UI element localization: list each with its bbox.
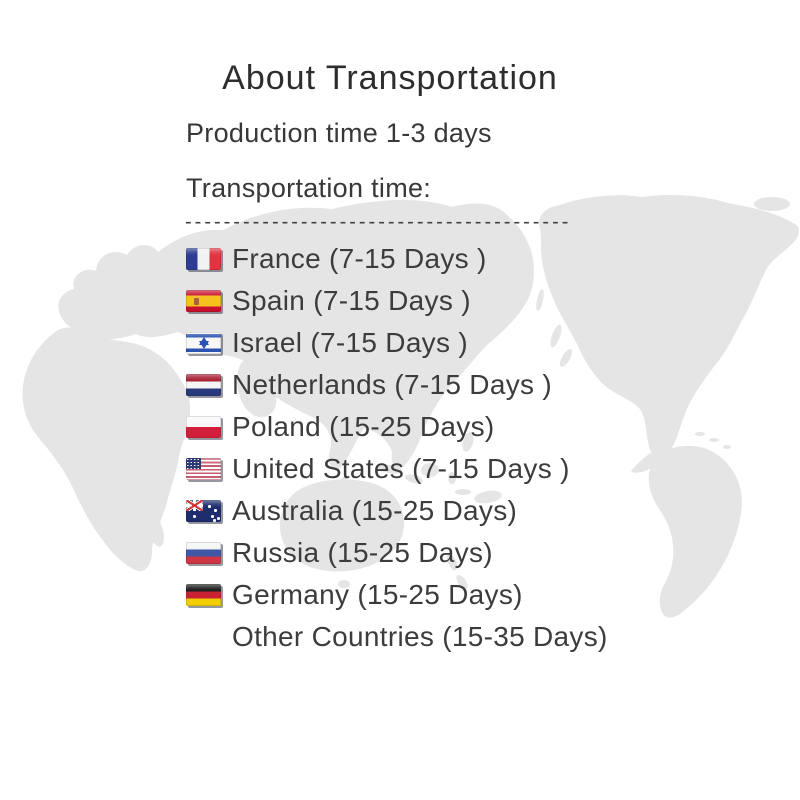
list-item-netherlands: Netherlands (7-15 Days ) [185, 364, 745, 406]
list-item-other-countries: Other Countries (15-35 Days) [185, 616, 745, 658]
spain-flag-icon [186, 290, 221, 312]
list-item-russia: Russia (15-25 Days) [185, 532, 745, 574]
list-item-spain: Spain (7-15 Days ) [185, 280, 745, 322]
country-label: Spain (7-15 Days ) [232, 285, 471, 316]
list-item-israel: Israel (7-15 Days ) [185, 322, 745, 364]
russia-flag-icon [186, 542, 221, 564]
country-shipping-list: France (7-15 Days ) Spain (7-15 Days ) I… [185, 238, 745, 658]
israel-flag-icon [186, 332, 221, 354]
country-label: Netherlands (7-15 Days ) [232, 369, 552, 400]
country-label: United States (7-15 Days ) [232, 453, 570, 484]
list-item-france: France (7-15 Days ) [185, 238, 745, 280]
country-label: Russia (15-25 Days) [232, 537, 493, 568]
united-states-flag-icon [186, 458, 221, 480]
page-title: About Transportation [222, 59, 558, 97]
country-label: Germany (15-25 Days) [232, 579, 523, 610]
australia-flag-icon [186, 500, 221, 522]
list-item-germany: Germany (15-25 Days) [185, 574, 745, 616]
production-time-text: Production time 1-3 days [186, 118, 492, 148]
list-item-united-states: United States (7-15 Days ) [185, 448, 745, 490]
poland-flag-icon [186, 416, 221, 438]
transportation-time-label: Transportation time: [186, 173, 432, 203]
dashed-divider: ---------------------------------------- [185, 211, 572, 233]
list-item-poland: Poland (15-25 Days) [185, 406, 745, 448]
netherlands-flag-icon [186, 374, 221, 396]
country-label: Poland (15-25 Days) [232, 411, 495, 442]
list-item-australia: Australia (15-25 Days) [185, 490, 745, 532]
germany-flag-icon [186, 584, 221, 606]
country-label: Australia (15-25 Days) [232, 495, 518, 526]
country-label: Israel (7-15 Days ) [232, 327, 468, 358]
france-flag-icon [186, 248, 221, 270]
country-label: Other Countries (15-35 Days) [232, 621, 608, 652]
country-label: France (7-15 Days ) [232, 243, 487, 274]
